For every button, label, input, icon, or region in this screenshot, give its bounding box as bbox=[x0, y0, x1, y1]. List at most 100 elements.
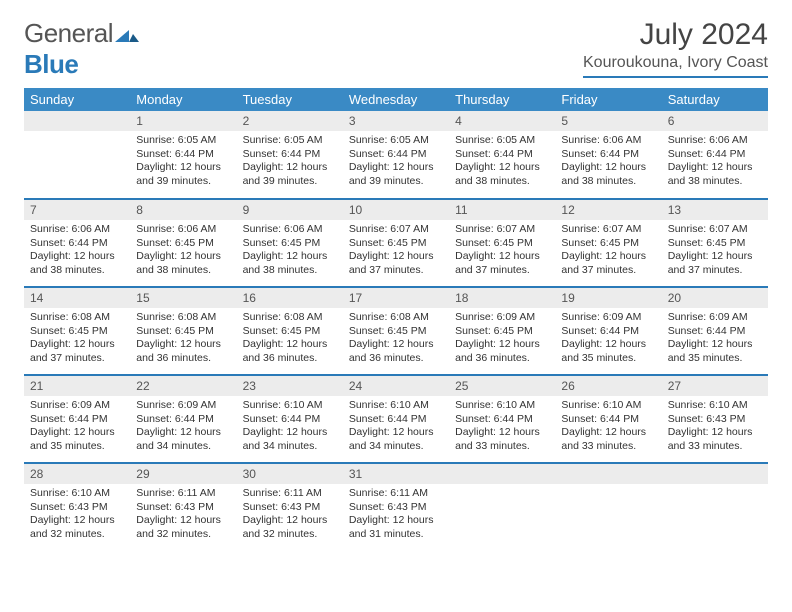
sunrise-value: 6:05 AM bbox=[284, 134, 323, 146]
calendar-week-row: 7Sunrise: 6:06 AMSunset: 6:44 PMDaylight… bbox=[24, 199, 768, 287]
daylight-line: Daylight: 12 hours and 35 minutes. bbox=[30, 426, 124, 453]
daylight-line: Daylight: 12 hours and 37 minutes. bbox=[668, 250, 762, 277]
day-number: 19 bbox=[555, 288, 661, 308]
calendar-day-cell: 1Sunrise: 6:05 AMSunset: 6:44 PMDaylight… bbox=[130, 111, 236, 199]
sunset-line: Sunset: 6:44 PM bbox=[561, 325, 655, 339]
daylight-line: Daylight: 12 hours and 36 minutes. bbox=[455, 338, 549, 365]
calendar-day-cell: 13Sunrise: 6:07 AMSunset: 6:45 PMDayligh… bbox=[662, 199, 768, 287]
sunset-line: Sunset: 6:43 PM bbox=[668, 413, 762, 427]
sunrise-line: Sunrise: 6:11 AM bbox=[349, 487, 443, 501]
day-number: 26 bbox=[555, 376, 661, 396]
sunset-value: 6:44 PM bbox=[600, 148, 639, 160]
sunrise-line: Sunrise: 6:05 AM bbox=[243, 134, 337, 148]
day-body: Sunrise: 6:05 AMSunset: 6:44 PMDaylight:… bbox=[130, 131, 236, 193]
sunset-line: Sunset: 6:44 PM bbox=[668, 325, 762, 339]
day-number bbox=[555, 464, 661, 484]
day-body: Sunrise: 6:07 AMSunset: 6:45 PMDaylight:… bbox=[662, 220, 768, 282]
sunrise-value: 6:05 AM bbox=[178, 134, 217, 146]
header: General Blue July 2024 Kouroukouna, Ivor… bbox=[24, 18, 768, 80]
sunset-line: Sunset: 6:45 PM bbox=[136, 325, 230, 339]
sunset-line: Sunset: 6:45 PM bbox=[243, 325, 337, 339]
sunrise-line: Sunrise: 6:09 AM bbox=[136, 399, 230, 413]
sunset-value: 6:43 PM bbox=[175, 501, 214, 513]
day-number: 3 bbox=[343, 111, 449, 131]
daylight-line: Daylight: 12 hours and 33 minutes. bbox=[561, 426, 655, 453]
sunrise-line: Sunrise: 6:10 AM bbox=[455, 399, 549, 413]
day-number: 4 bbox=[449, 111, 555, 131]
calendar-day-cell: 19Sunrise: 6:09 AMSunset: 6:44 PMDayligh… bbox=[555, 287, 661, 375]
daylight-line: Daylight: 12 hours and 33 minutes. bbox=[668, 426, 762, 453]
day-number: 18 bbox=[449, 288, 555, 308]
sunset-line: Sunset: 6:44 PM bbox=[561, 413, 655, 427]
sunset-line: Sunset: 6:45 PM bbox=[561, 237, 655, 251]
calendar-day-cell: 26Sunrise: 6:10 AMSunset: 6:44 PMDayligh… bbox=[555, 375, 661, 463]
sunset-line: Sunset: 6:44 PM bbox=[455, 413, 549, 427]
weekday-header: Wednesday bbox=[343, 88, 449, 111]
daylight-line: Daylight: 12 hours and 34 minutes. bbox=[136, 426, 230, 453]
sunrise-line: Sunrise: 6:07 AM bbox=[668, 223, 762, 237]
sunrise-line: Sunrise: 6:06 AM bbox=[561, 134, 655, 148]
sunset-value: 6:44 PM bbox=[494, 148, 533, 160]
sunrise-line: Sunrise: 6:10 AM bbox=[349, 399, 443, 413]
day-body: Sunrise: 6:09 AMSunset: 6:44 PMDaylight:… bbox=[130, 396, 236, 458]
sunset-value: 6:45 PM bbox=[281, 237, 320, 249]
day-number: 13 bbox=[662, 200, 768, 220]
daylight-line: Daylight: 12 hours and 38 minutes. bbox=[668, 161, 762, 188]
day-body: Sunrise: 6:10 AMSunset: 6:43 PMDaylight:… bbox=[662, 396, 768, 458]
sunset-line: Sunset: 6:44 PM bbox=[243, 148, 337, 162]
sunset-line: Sunset: 6:45 PM bbox=[349, 325, 443, 339]
sunset-value: 6:43 PM bbox=[387, 501, 426, 513]
day-body: Sunrise: 6:10 AMSunset: 6:44 PMDaylight:… bbox=[555, 396, 661, 458]
sunrise-line: Sunrise: 6:10 AM bbox=[30, 487, 124, 501]
sunset-line: Sunset: 6:44 PM bbox=[30, 237, 124, 251]
sunset-value: 6:45 PM bbox=[281, 325, 320, 337]
day-number: 27 bbox=[662, 376, 768, 396]
sunrise-value: 6:08 AM bbox=[71, 311, 110, 323]
daylight-line: Daylight: 12 hours and 36 minutes. bbox=[349, 338, 443, 365]
sunrise-line: Sunrise: 6:10 AM bbox=[243, 399, 337, 413]
calendar-day-cell: 3Sunrise: 6:05 AMSunset: 6:44 PMDaylight… bbox=[343, 111, 449, 199]
daylight-line: Daylight: 12 hours and 34 minutes. bbox=[243, 426, 337, 453]
sunrise-line: Sunrise: 6:09 AM bbox=[561, 311, 655, 325]
sunset-value: 6:44 PM bbox=[69, 237, 108, 249]
sunrise-value: 6:11 AM bbox=[284, 487, 322, 499]
calendar-day-cell: 23Sunrise: 6:10 AMSunset: 6:44 PMDayligh… bbox=[237, 375, 343, 463]
sunset-value: 6:45 PM bbox=[69, 325, 108, 337]
daylight-line: Daylight: 12 hours and 39 minutes. bbox=[349, 161, 443, 188]
sunrise-value: 6:09 AM bbox=[71, 399, 110, 411]
day-number: 21 bbox=[24, 376, 130, 396]
sunrise-line: Sunrise: 6:09 AM bbox=[668, 311, 762, 325]
sunset-value: 6:44 PM bbox=[706, 148, 745, 160]
sunset-line: Sunset: 6:44 PM bbox=[668, 148, 762, 162]
logo-mark-icon bbox=[115, 18, 139, 49]
day-number: 16 bbox=[237, 288, 343, 308]
sunset-line: Sunset: 6:43 PM bbox=[30, 501, 124, 515]
day-body: Sunrise: 6:09 AMSunset: 6:44 PMDaylight:… bbox=[555, 308, 661, 370]
day-number: 10 bbox=[343, 200, 449, 220]
daylight-line: Daylight: 12 hours and 32 minutes. bbox=[243, 514, 337, 541]
sunrise-value: 6:09 AM bbox=[603, 311, 642, 323]
day-number bbox=[449, 464, 555, 484]
sunrise-value: 6:06 AM bbox=[71, 223, 110, 235]
weekday-header: Friday bbox=[555, 88, 661, 111]
calendar-day-cell: 10Sunrise: 6:07 AMSunset: 6:45 PMDayligh… bbox=[343, 199, 449, 287]
daylight-line: Daylight: 12 hours and 34 minutes. bbox=[349, 426, 443, 453]
day-body: Sunrise: 6:05 AMSunset: 6:44 PMDaylight:… bbox=[343, 131, 449, 193]
calendar-day-cell bbox=[24, 111, 130, 199]
sunrise-value: 6:10 AM bbox=[284, 399, 323, 411]
sunrise-value: 6:05 AM bbox=[390, 134, 429, 146]
day-body: Sunrise: 6:07 AMSunset: 6:45 PMDaylight:… bbox=[343, 220, 449, 282]
weekday-header: Saturday bbox=[662, 88, 768, 111]
day-number: 15 bbox=[130, 288, 236, 308]
day-number: 11 bbox=[449, 200, 555, 220]
sunset-line: Sunset: 6:44 PM bbox=[243, 413, 337, 427]
daylight-line: Daylight: 12 hours and 36 minutes. bbox=[136, 338, 230, 365]
day-number: 8 bbox=[130, 200, 236, 220]
day-number: 5 bbox=[555, 111, 661, 131]
sunrise-line: Sunrise: 6:11 AM bbox=[136, 487, 230, 501]
sunrise-line: Sunrise: 6:08 AM bbox=[243, 311, 337, 325]
day-body: Sunrise: 6:06 AMSunset: 6:45 PMDaylight:… bbox=[130, 220, 236, 282]
daylight-line: Daylight: 12 hours and 37 minutes. bbox=[30, 338, 124, 365]
calendar-day-cell: 29Sunrise: 6:11 AMSunset: 6:43 PMDayligh… bbox=[130, 463, 236, 551]
sunset-value: 6:44 PM bbox=[600, 325, 639, 337]
